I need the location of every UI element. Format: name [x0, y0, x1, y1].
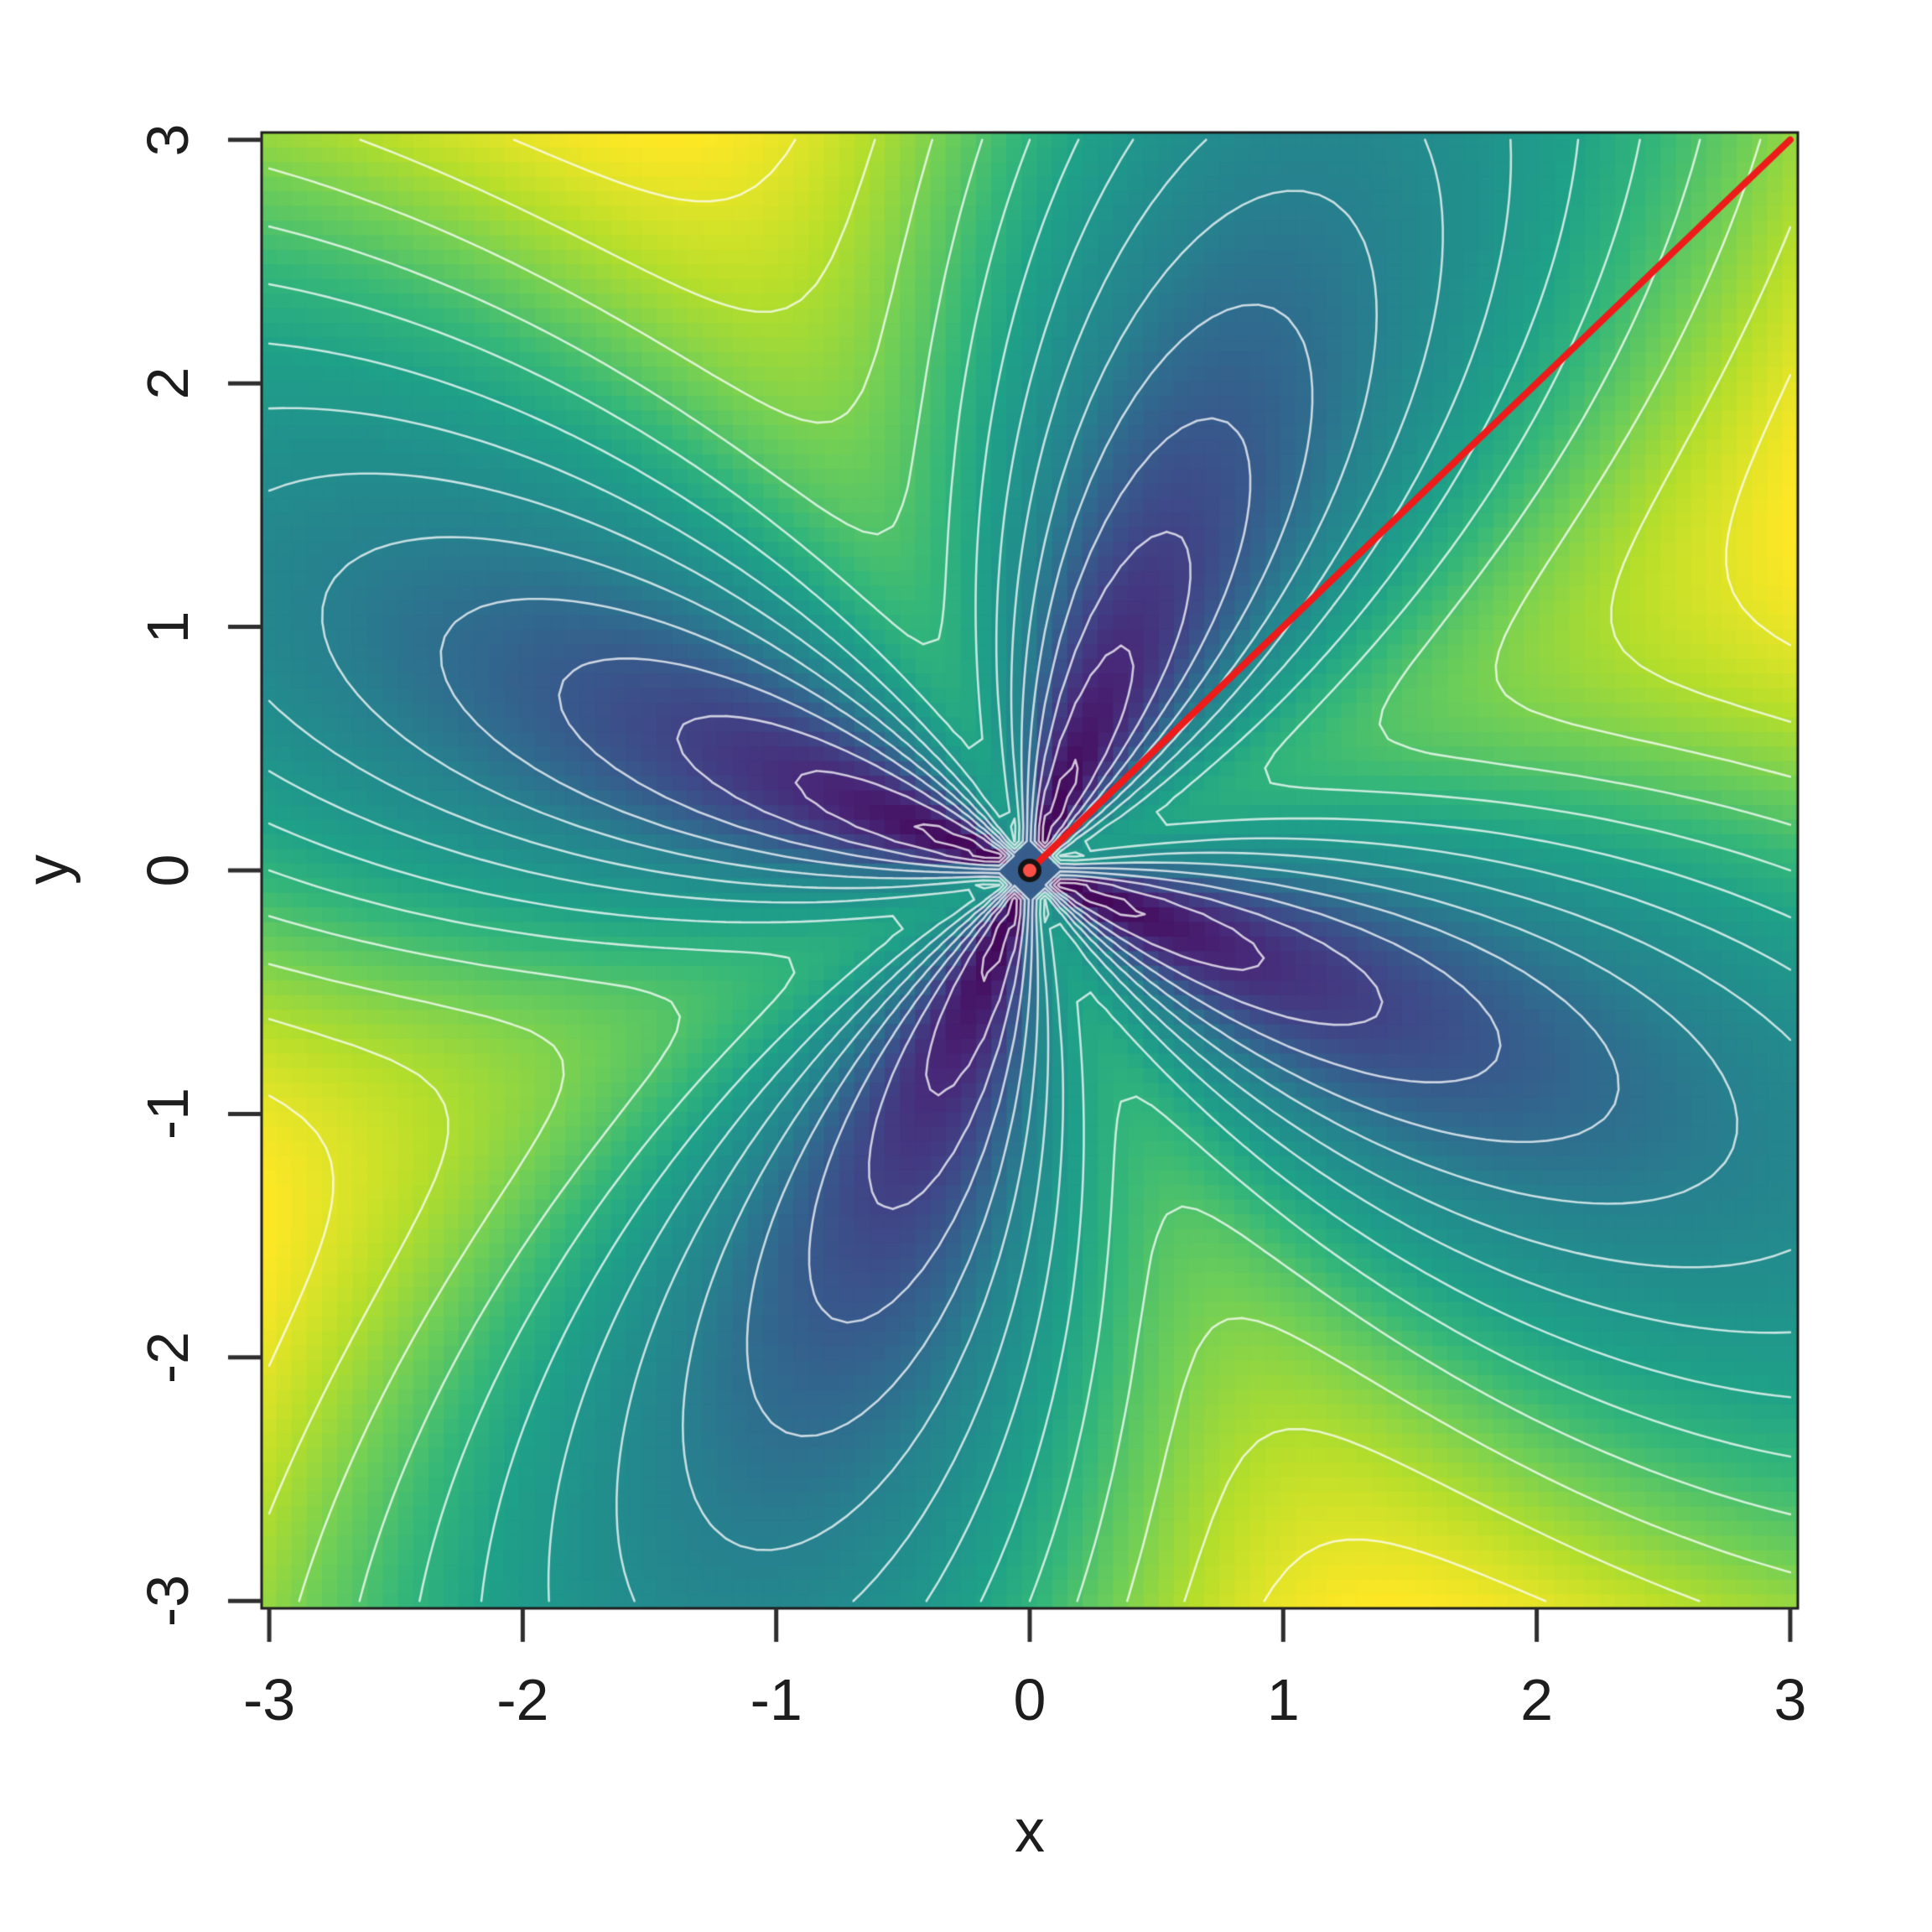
x-tick-label: 1 [1266, 1667, 1300, 1732]
x-axis-title: x [1015, 1798, 1045, 1865]
x-tick-label: -3 [242, 1667, 296, 1732]
x-tick-label: 3 [1774, 1667, 1807, 1732]
y-tick-label: -3 [135, 1575, 200, 1628]
x-tick-label: -1 [750, 1667, 802, 1732]
y-tick-label: 0 [135, 854, 200, 887]
y-tick-label: 2 [135, 366, 200, 400]
y-tick-label: 3 [135, 123, 200, 157]
x-tick-label: -2 [496, 1667, 549, 1732]
y-tick-label: 1 [135, 610, 200, 644]
y-tick-label: -2 [135, 1331, 200, 1384]
y-axis-title: y [14, 854, 81, 885]
x-tick-label: 2 [1520, 1667, 1554, 1732]
x-tick-label: 0 [1013, 1667, 1046, 1732]
y-tick-label: -1 [135, 1088, 200, 1140]
